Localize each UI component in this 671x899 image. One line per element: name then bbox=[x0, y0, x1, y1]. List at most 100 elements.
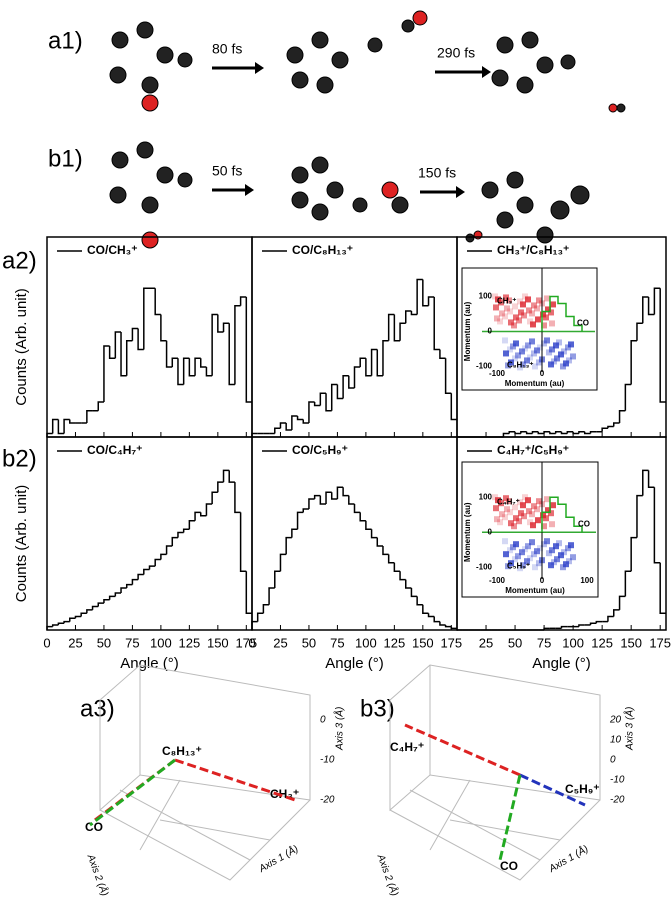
heat-cell bbox=[566, 357, 572, 364]
histogram-bin bbox=[416, 278, 423, 315]
x-axis-label: Angle (°) bbox=[532, 655, 591, 672]
inset-label: C₄H₇⁺ bbox=[497, 497, 520, 506]
heat-cell bbox=[556, 540, 562, 547]
heat-cell bbox=[499, 310, 505, 317]
histogram-bin bbox=[256, 612, 264, 622]
x-tick-label: 0 bbox=[43, 635, 50, 650]
axis3-tick: -20 bbox=[610, 795, 625, 806]
histogram-bin bbox=[578, 624, 585, 627]
legend-label: CO/C₅H₉⁺ bbox=[292, 443, 348, 457]
axis-label: Axis 2 (Å) bbox=[84, 852, 111, 898]
histogram-bin bbox=[120, 587, 127, 594]
heat-cell bbox=[531, 302, 537, 309]
histogram-bin bbox=[285, 423, 292, 431]
histogram-bin bbox=[108, 346, 116, 359]
heat-cell bbox=[499, 511, 505, 518]
histogram-bin bbox=[160, 314, 167, 342]
histogram-bin bbox=[200, 358, 207, 368]
histogram-bin bbox=[589, 431, 597, 434]
plot-frame bbox=[251, 236, 458, 438]
histogram-bin bbox=[313, 402, 321, 407]
histogram-bin bbox=[194, 511, 201, 521]
histogram-bin bbox=[618, 595, 626, 610]
histogram-bin bbox=[291, 415, 298, 430]
histogram-bin bbox=[86, 410, 93, 423]
histogram-bin bbox=[182, 357, 190, 385]
x-tick-label: 75 bbox=[537, 635, 551, 650]
heat-cell bbox=[515, 352, 521, 359]
heat-cell bbox=[527, 519, 533, 526]
histogram-bin bbox=[285, 536, 292, 555]
histogram-bin bbox=[642, 469, 649, 496]
histogram-bin bbox=[405, 310, 412, 324]
histogram-bin bbox=[222, 322, 230, 332]
heat-cell bbox=[508, 560, 514, 567]
heat-cell bbox=[525, 543, 531, 550]
heat-cell bbox=[513, 515, 519, 522]
heat-cell bbox=[515, 553, 521, 560]
heat-cell bbox=[517, 499, 523, 506]
histogram-bin bbox=[365, 520, 372, 530]
histogram-bin bbox=[69, 617, 76, 622]
histogram-bin bbox=[365, 358, 372, 377]
heat-cell bbox=[520, 361, 526, 368]
histogram-bin bbox=[537, 431, 545, 435]
heat-cell bbox=[513, 340, 519, 347]
histogram-bin bbox=[97, 602, 104, 607]
x-tick-label: 150 bbox=[412, 635, 434, 650]
histogram-bin bbox=[262, 604, 270, 614]
heat-cell bbox=[529, 338, 535, 345]
histogram-bin bbox=[325, 491, 332, 504]
histogram-bin bbox=[296, 511, 304, 530]
histogram-bin bbox=[86, 609, 93, 614]
panel-label: a2) bbox=[2, 247, 37, 274]
histogram-bin bbox=[57, 622, 65, 625]
heat-cell bbox=[503, 294, 509, 301]
histogram-bin bbox=[217, 314, 224, 333]
axis3-tick: -20 bbox=[320, 795, 335, 806]
inset-y-tick: -100 bbox=[476, 362, 493, 371]
heat-cell bbox=[566, 558, 572, 565]
histogram-bin bbox=[370, 529, 378, 539]
histogram-bin bbox=[543, 627, 550, 630]
histogram-bin bbox=[63, 620, 70, 624]
x-tick-label: 125 bbox=[179, 635, 201, 650]
histogram-bin bbox=[531, 431, 539, 434]
x-tick-label: 100 bbox=[150, 635, 172, 650]
floor bbox=[389, 779, 601, 881]
x-tick-label: 0 bbox=[248, 635, 255, 650]
inset-x-tick: 0 bbox=[540, 576, 545, 585]
panel-label: b2) bbox=[2, 445, 37, 472]
vector bbox=[89, 758, 176, 827]
histogram-bin bbox=[444, 624, 452, 628]
heat-cell bbox=[502, 337, 508, 344]
histogram-bin bbox=[205, 503, 213, 516]
histogram-bin bbox=[422, 604, 429, 614]
histogram-bin bbox=[245, 571, 252, 614]
histogram-bin bbox=[74, 615, 82, 619]
vector bbox=[519, 773, 586, 807]
heat-cell bbox=[549, 521, 555, 528]
histogram-bin bbox=[302, 508, 309, 513]
plot-frame bbox=[46, 236, 253, 438]
histogram-bin bbox=[251, 432, 258, 437]
histogram-bin bbox=[636, 494, 643, 538]
x-tick-label: 150 bbox=[207, 635, 229, 650]
histogram-bin bbox=[125, 340, 133, 376]
axis3-tick: 0 bbox=[610, 755, 616, 766]
axis-label: Axis 3 (Å) bbox=[333, 707, 346, 751]
histogram-bin bbox=[251, 620, 258, 630]
histogram-bin bbox=[589, 622, 597, 625]
histogram-bin bbox=[160, 553, 167, 560]
heat-cell bbox=[493, 304, 499, 311]
histogram-bin bbox=[217, 481, 224, 493]
histogram-bin bbox=[137, 328, 144, 351]
histogram-bin bbox=[205, 367, 213, 377]
histogram-bin bbox=[450, 626, 457, 630]
heat-cell bbox=[517, 298, 523, 305]
heat-cell bbox=[508, 520, 514, 527]
heat-cell bbox=[561, 348, 567, 355]
heat-cell bbox=[540, 311, 546, 318]
time-label: 150 fs bbox=[418, 165, 456, 181]
histogram-bin bbox=[405, 579, 412, 589]
